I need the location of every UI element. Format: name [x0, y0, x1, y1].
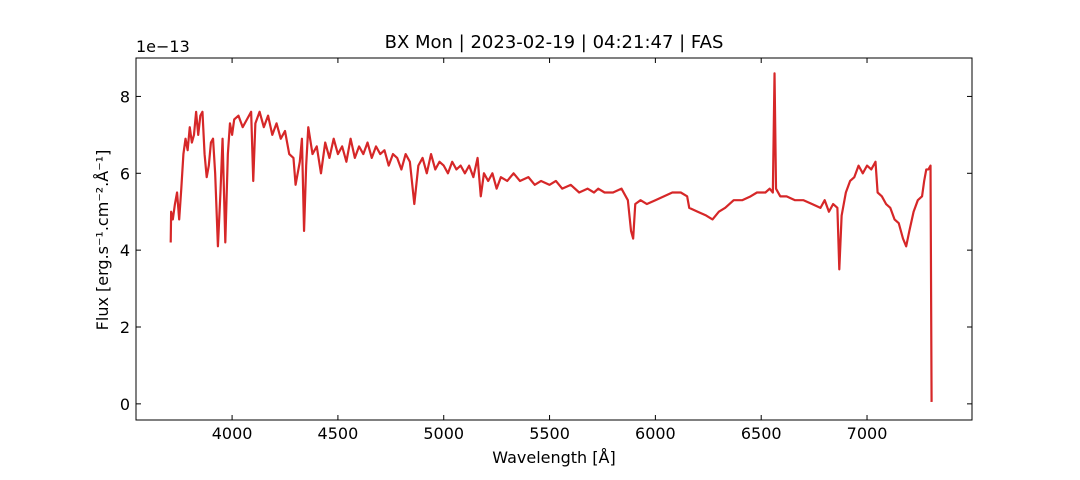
y-offset-text: 1e−13	[136, 37, 190, 56]
y-tick-label: 8	[120, 87, 130, 106]
x-tick-label: 6500	[741, 424, 782, 443]
x-tick-label: 6000	[635, 424, 676, 443]
y-tick-label: 0	[120, 395, 130, 414]
spectrum-line	[169, 72, 933, 402]
x-axis-label: Wavelength [Å]	[492, 448, 615, 467]
y-tick-label: 2	[120, 318, 130, 337]
y-tick-label: 6	[120, 164, 130, 183]
x-tick-label: 4000	[212, 424, 253, 443]
x-tick-label: 5500	[529, 424, 570, 443]
x-tick-label: 7000	[847, 424, 888, 443]
y-axis-label: Flux [erg.s⁻¹.cm⁻².Å⁻¹]	[93, 150, 112, 331]
y-tick-label: 4	[120, 241, 130, 260]
x-tick-label: 4500	[318, 424, 359, 443]
x-tick-label: 5000	[423, 424, 464, 443]
plot-frame	[135, 57, 973, 421]
chart-title: BX Mon | 2023-02-19 | 04:21:47 | FAS	[385, 32, 724, 53]
